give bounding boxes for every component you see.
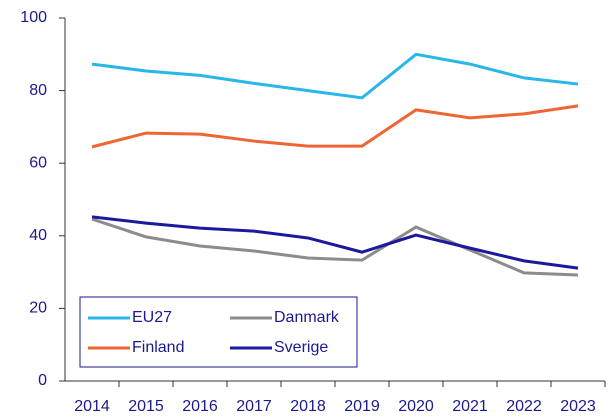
x-tick-label: 2018 — [290, 398, 326, 415]
y-tick-label: 40 — [29, 227, 47, 244]
x-tick-label: 2022 — [506, 398, 542, 415]
line-series — [91, 52, 579, 100]
y-tick-label: 80 — [29, 82, 47, 99]
y-tick-label: 20 — [29, 300, 47, 317]
x-tick-label: 2019 — [344, 398, 380, 415]
line-series — [91, 217, 579, 277]
legend-label: Danmark — [274, 309, 340, 326]
x-tick-label: 2015 — [128, 398, 164, 415]
x-tick-label: 2016 — [182, 398, 218, 415]
legend-label: Finland — [132, 339, 184, 356]
x-tick-label: 2021 — [452, 398, 488, 415]
x-tick-label: 2014 — [74, 398, 110, 415]
y-tick-label: 0 — [38, 372, 47, 389]
x-tick-label: 2023 — [560, 398, 596, 415]
line-series — [91, 215, 579, 270]
y-tick-label: 100 — [20, 9, 47, 26]
y-tick-label: 60 — [29, 154, 47, 171]
line-series — [91, 104, 579, 149]
legend-label: Sverige — [274, 339, 328, 356]
x-tick-label: 2017 — [236, 398, 272, 415]
x-tick-label: 2020 — [398, 398, 434, 415]
legend-label: EU27 — [132, 309, 172, 326]
legend-box — [79, 296, 358, 368]
